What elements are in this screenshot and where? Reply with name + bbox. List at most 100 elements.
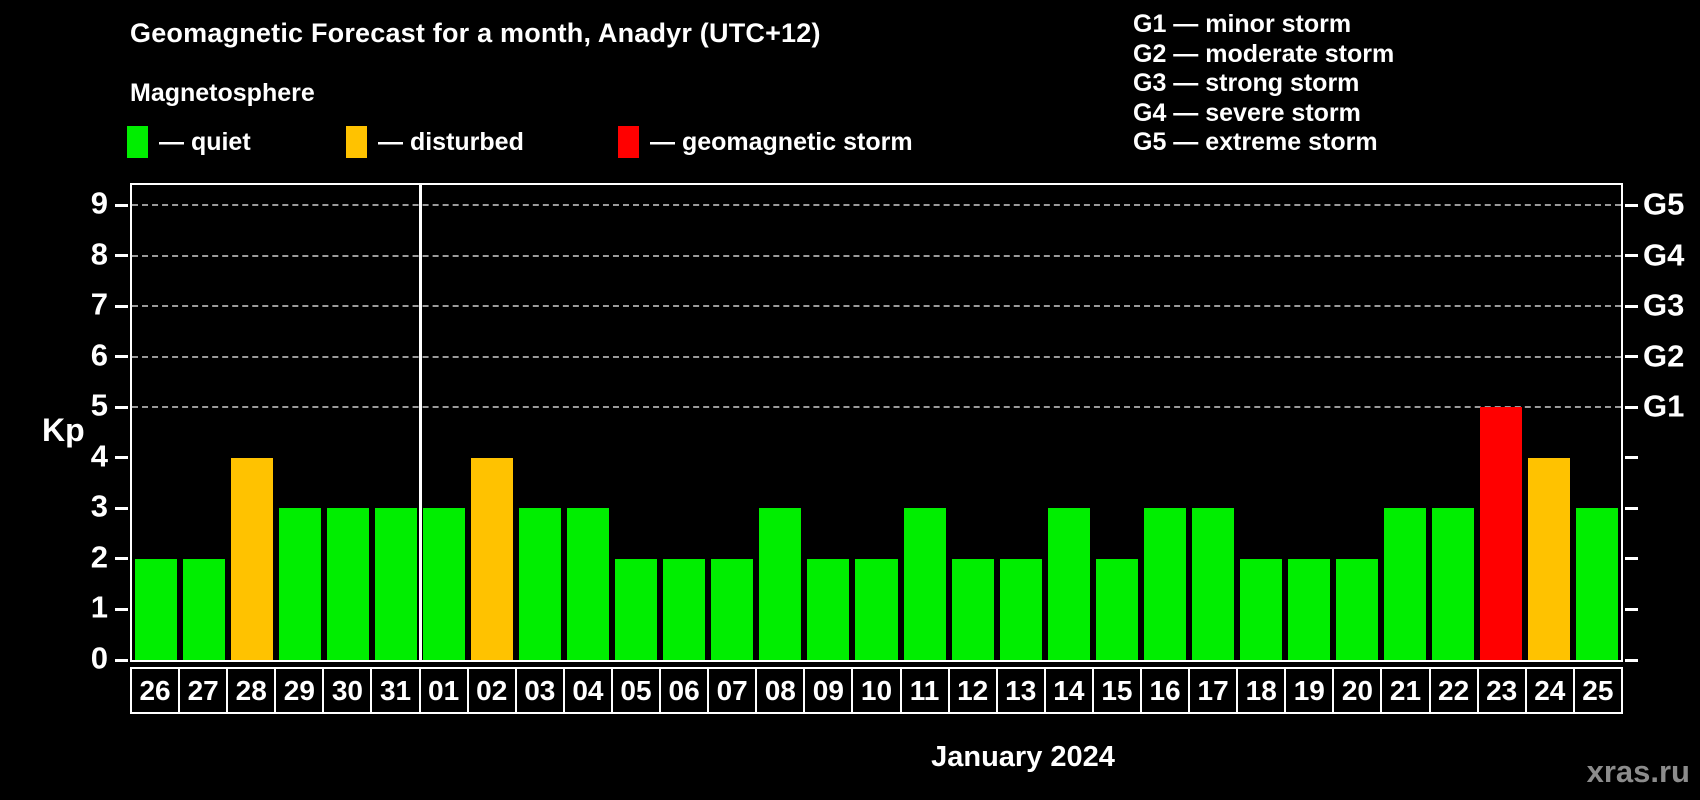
- date-label-06: 06: [659, 667, 710, 714]
- date-label-29: 29: [274, 667, 325, 714]
- date-label-10: 10: [851, 667, 902, 714]
- bar-cell-05: [612, 185, 660, 660]
- bar-22: [1431, 508, 1474, 660]
- bar-cell-09: [804, 185, 852, 660]
- gridline-kp-9: [132, 204, 1621, 207]
- y-tick-label-7: 7: [90, 286, 108, 322]
- left-axis-tick-9: [115, 203, 128, 207]
- bar-12: [951, 558, 994, 660]
- left-axis-tick-7: [115, 304, 128, 308]
- bar-06: [663, 558, 706, 660]
- bar-31: [375, 508, 418, 660]
- bar-cell-29: [276, 185, 324, 660]
- date-label-24: 24: [1524, 667, 1575, 714]
- bar-cell-24: [1525, 185, 1573, 660]
- date-label-09: 09: [803, 667, 854, 714]
- y-tick-label-2: 2: [90, 539, 108, 575]
- legend-item-disturbed: — disturbed: [346, 126, 524, 158]
- date-label-15: 15: [1091, 667, 1142, 714]
- bar-16: [1143, 508, 1186, 660]
- bar-cell-20: [1333, 185, 1381, 660]
- date-label-12: 12: [947, 667, 998, 714]
- left-axis-tick-1: [115, 607, 128, 611]
- gridline-kp-7: [132, 305, 1621, 308]
- y-tick-label-5: 5: [90, 387, 108, 423]
- bar-14: [1047, 508, 1090, 660]
- bar-05: [615, 558, 658, 660]
- bar-cell-21: [1381, 185, 1429, 660]
- bar-13: [999, 558, 1042, 660]
- date-label-19: 19: [1284, 667, 1335, 714]
- bar-10: [855, 558, 898, 660]
- date-label-03: 03: [514, 667, 565, 714]
- gridline-kp-8: [132, 254, 1621, 257]
- bar-cell-14: [1045, 185, 1093, 660]
- bar-cell-27: [180, 185, 228, 660]
- right-axis-tick-3: [1625, 506, 1638, 510]
- g-scale-legend: G1 — minor storm G2 — moderate storm G3 …: [1133, 10, 1395, 156]
- date-label-07: 07: [707, 667, 758, 714]
- date-label-31: 31: [370, 667, 421, 714]
- bar-cell-13: [997, 185, 1045, 660]
- bar-cell-25: [1573, 185, 1621, 660]
- bar-04: [567, 508, 610, 660]
- bar-cell-15: [1093, 185, 1141, 660]
- bar-cell-16: [1141, 185, 1189, 660]
- bar-cell-02: [468, 185, 516, 660]
- bar-15: [1095, 558, 1138, 660]
- date-label-08: 08: [755, 667, 806, 714]
- date-label-27: 27: [178, 667, 229, 714]
- left-axis-tick-8: [115, 254, 128, 258]
- bar-cell-30: [324, 185, 372, 660]
- bar-cell-07: [708, 185, 756, 660]
- left-axis-tick-5: [115, 405, 128, 409]
- bar-24: [1527, 457, 1570, 660]
- bars-container: [132, 185, 1621, 660]
- left-axis-tick-2: [115, 557, 128, 561]
- gridline-kp-5: [132, 406, 1621, 409]
- bar-cell-17: [1189, 185, 1237, 660]
- right-axis-tick-7: [1625, 304, 1638, 308]
- date-label-01: 01: [418, 667, 469, 714]
- g-scale-label-G4: G4: [1643, 237, 1685, 273]
- bar-03: [519, 508, 562, 660]
- date-label-11: 11: [899, 667, 950, 714]
- quiet-color-swatch: [127, 126, 148, 158]
- plot-area: 0 1 2 3 4 5 6 7 8 9 G1 G2 G3 G4 G5: [91, 183, 1684, 676]
- bar-cell-19: [1285, 185, 1333, 660]
- y-tick-label-3: 3: [90, 488, 108, 524]
- bar-cell-06: [660, 185, 708, 660]
- date-label-05: 05: [610, 667, 662, 714]
- date-label-23: 23: [1476, 667, 1527, 714]
- y-tick-label-8: 8: [90, 236, 108, 272]
- bar-cell-23: [1477, 185, 1525, 660]
- bar-cell-31: [372, 185, 420, 660]
- bar-26: [135, 558, 178, 660]
- bar-cell-22: [1429, 185, 1477, 660]
- y-axis-title: Kp: [42, 412, 85, 448]
- bar-cell-10: [852, 185, 900, 660]
- bar-20: [1335, 558, 1378, 660]
- g-scale-label-G1: G1: [1643, 388, 1685, 424]
- bar-08: [759, 508, 802, 660]
- bar-19: [1287, 558, 1330, 660]
- y-tick-label-0: 0: [90, 640, 108, 676]
- y-tick-label-4: 4: [90, 438, 108, 474]
- date-label-02: 02: [466, 667, 517, 714]
- bar-cell-11: [901, 185, 949, 660]
- legend-label-storm: — geomagnetic storm: [650, 127, 913, 156]
- y-tick-label-9: 9: [90, 185, 108, 221]
- bar-02: [471, 457, 514, 660]
- y-tick-label-6: 6: [90, 337, 108, 373]
- bar-cell-04: [564, 185, 612, 660]
- storm-color-swatch: [618, 126, 639, 158]
- bar-17: [1191, 508, 1234, 660]
- bar-09: [807, 558, 850, 660]
- bar-25: [1575, 508, 1618, 660]
- y-tick-label-1: 1: [90, 590, 108, 626]
- bar-cell-08: [756, 185, 804, 660]
- right-axis-tick-8: [1625, 254, 1638, 258]
- bar-18: [1239, 558, 1282, 660]
- bar-cell-03: [516, 185, 564, 660]
